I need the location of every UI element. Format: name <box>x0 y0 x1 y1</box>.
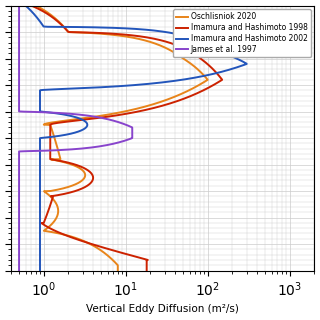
Line: Imamura and Hashimoto 2002: Imamura and Hashimoto 2002 <box>26 5 247 271</box>
Imamura and Hashimoto 1998 <box>88 242 92 245</box>
Imamura and Hashimoto 2002 <box>38 242 42 245</box>
Oschlisniok 2020 <box>67 162 70 165</box>
James et al. 1997 <box>17 62 21 66</box>
Legend: Oschlisniok 2020, Imamura and Hashimoto 1998, Imamura and Hashimoto 2002, James : Oschlisniok 2020, Imamura and Hashimoto … <box>173 9 311 57</box>
X-axis label: Vertical Eddy Diffusion (m²/s): Vertical Eddy Diffusion (m²/s) <box>86 304 239 315</box>
James et al. 1997 <box>17 87 21 91</box>
Imamura and Hashimoto 2002 <box>236 57 240 61</box>
Oschlisniok 2020 <box>189 62 193 66</box>
Imamura and Hashimoto 1998 <box>200 57 204 61</box>
Oschlisniok 2020 <box>57 152 61 156</box>
Oschlisniok 2020 <box>116 269 120 273</box>
Imamura and Hashimoto 1998 <box>145 269 148 273</box>
Imamura and Hashimoto 2002 <box>38 152 42 156</box>
Imamura and Hashimoto 2002 <box>24 4 28 7</box>
Imamura and Hashimoto 2002 <box>38 162 42 165</box>
Imamura and Hashimoto 2002 <box>38 269 42 273</box>
Line: James et al. 1997: James et al. 1997 <box>19 5 132 271</box>
Oschlisniok 2020 <box>190 87 194 91</box>
Line: Imamura and Hashimoto 1998: Imamura and Hashimoto 1998 <box>31 5 222 271</box>
Oschlisniok 2020 <box>34 4 38 7</box>
Imamura and Hashimoto 1998 <box>48 152 52 156</box>
Imamura and Hashimoto 2002 <box>245 62 249 66</box>
Imamura and Hashimoto 1998 <box>69 162 73 165</box>
Line: Oschlisniok 2020: Oschlisniok 2020 <box>36 5 208 271</box>
James et al. 1997 <box>17 152 21 156</box>
Imamura and Hashimoto 1998 <box>205 62 209 66</box>
James et al. 1997 <box>17 162 21 165</box>
Oschlisniok 2020 <box>182 57 186 61</box>
James et al. 1997 <box>17 4 21 7</box>
Oschlisniok 2020 <box>87 242 91 245</box>
Imamura and Hashimoto 1998 <box>205 87 209 91</box>
James et al. 1997 <box>17 269 21 273</box>
James et al. 1997 <box>17 57 21 61</box>
Imamura and Hashimoto 1998 <box>29 4 33 7</box>
Imamura and Hashimoto 2002 <box>70 87 74 91</box>
James et al. 1997 <box>17 242 21 245</box>
